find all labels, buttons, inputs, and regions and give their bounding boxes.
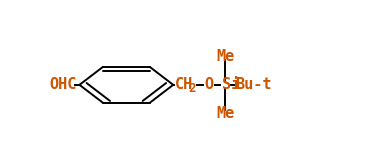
Text: Bu-t: Bu-t (235, 77, 272, 92)
Text: Me: Me (216, 106, 234, 121)
Text: Si: Si (222, 77, 240, 92)
Text: OHC: OHC (49, 77, 76, 92)
Text: CH: CH (175, 77, 193, 92)
Text: O: O (204, 77, 213, 92)
Text: Me: Me (216, 49, 234, 64)
Text: 2: 2 (189, 82, 196, 95)
